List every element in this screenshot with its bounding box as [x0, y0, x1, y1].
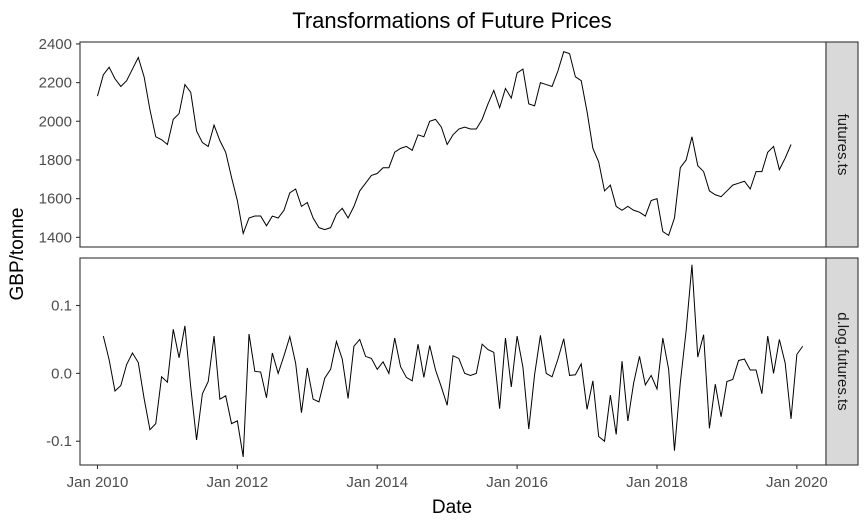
y-tick-label: 2200	[39, 75, 72, 92]
series-line-dlog	[102, 264, 804, 457]
y-tick-label: 2400	[39, 36, 72, 53]
x-tick-label: Jan 2016	[486, 474, 548, 491]
x-tick-label: Jan 2010	[67, 474, 129, 491]
y-tick-label: 1800	[39, 152, 72, 169]
strip-label-futures: futures.ts	[834, 114, 851, 176]
y-tick-label: 0.0	[51, 365, 72, 382]
x-axis: Jan 2010 Jan 2012 Jan 2014 Jan 2016 Jan 2018…	[67, 465, 828, 491]
y-axis-dlog: -0.1 0.0 0.1	[46, 298, 80, 450]
strip-futures	[825, 41, 859, 248]
x-tick-label: Jan 2020	[766, 474, 828, 491]
strip-label-dlog: d.log.futures.ts	[834, 312, 851, 410]
y-axis-title: GBP/tonne	[7, 208, 28, 301]
x-axis-title: Date	[432, 497, 472, 518]
y-tick-label: 0.1	[51, 298, 72, 315]
panel-frame-dlog	[79, 257, 827, 466]
panel-frame-futures	[79, 41, 827, 248]
y-tick-label: 1400	[39, 229, 72, 246]
x-tick-label: Jan 2018	[626, 474, 688, 491]
chart-title: Transformations of Future Prices	[292, 8, 612, 33]
series-line-futures	[96, 51, 792, 237]
strip-dlog	[825, 257, 859, 466]
y-tick-label: 2000	[39, 113, 72, 130]
x-tick-label: Jan 2012	[206, 474, 268, 491]
y-tick-label: -0.1	[46, 433, 72, 450]
x-tick-label: Jan 2014	[346, 474, 408, 491]
y-tick-label: 1600	[39, 191, 72, 208]
y-axis-futures: 1400 1600 1800 2000 2200 2400	[39, 36, 80, 246]
